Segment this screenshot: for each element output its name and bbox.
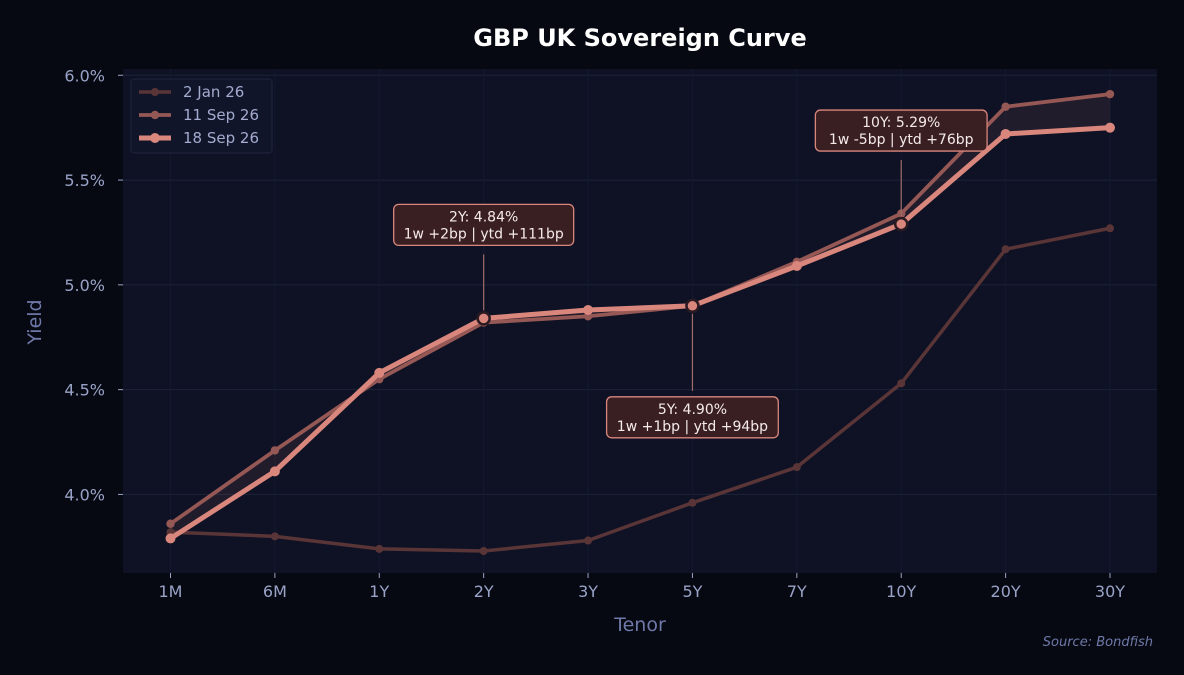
- data-point: [479, 546, 488, 555]
- data-point: [269, 466, 280, 477]
- legend-swatch-marker: [151, 88, 159, 96]
- data-point: [1105, 122, 1115, 133]
- x-tick-label: 1Y: [369, 582, 389, 601]
- data-point: [583, 304, 594, 315]
- data-point: [375, 544, 384, 553]
- legend-label: 18 Sep 26: [183, 129, 259, 147]
- data-point: [270, 446, 280, 455]
- x-tick-label: 20Y: [991, 582, 1021, 601]
- annotation-title: 2Y: 4.84%: [449, 209, 518, 225]
- x-tick-label: 2Y: [474, 582, 494, 601]
- highlight-point: [893, 216, 909, 232]
- annotation-box: [393, 203, 575, 247]
- annotation-change: 1w -5bp | ytd +76bp: [829, 132, 974, 148]
- legend-box: [130, 78, 273, 154]
- series-line-1: [168, 92, 1112, 526]
- legend-label: 11 Sep 26: [183, 106, 259, 124]
- data-point: [792, 463, 801, 472]
- data-point: [1001, 102, 1010, 111]
- axes: 4.0% 4.5% 5.0% 5.5% 6.0% 1M 6M 1Y 2Y 3Y 5Y 7Y 10Y 20Y…: [64, 66, 1125, 601]
- data-point: [584, 536, 593, 545]
- data-point: [1106, 224, 1114, 233]
- legend-swatch-marker: [150, 110, 160, 120]
- annotation-title: 5Y: 4.90%: [658, 402, 727, 418]
- y-tick-label: 4.5%: [64, 381, 105, 400]
- x-tick-label: 6M: [263, 582, 287, 601]
- data-point: [165, 533, 176, 544]
- data-point: [1105, 89, 1115, 99]
- y-tick-label: 6.0%: [64, 66, 105, 85]
- chart-title: GBP UK Sovereign Curve: [473, 24, 807, 52]
- x-tick-label: 30Y: [1095, 582, 1125, 601]
- x-tick-label: 3Y: [578, 582, 598, 601]
- annotation-title: 10Y: 5.29%: [862, 115, 940, 131]
- highlight-point: [685, 298, 700, 314]
- data-point: [1000, 128, 1011, 139]
- source-note: Source: Bondfish: [1043, 635, 1153, 650]
- plot-area: [123, 69, 1157, 573]
- legend-label: 2 Jan 26: [183, 83, 244, 101]
- highlight-point: [476, 311, 491, 326]
- data-point: [374, 367, 385, 378]
- x-tick-label: 5Y: [682, 582, 702, 601]
- data-point: [897, 379, 906, 388]
- x-tick-label: 10Y: [886, 582, 916, 601]
- series-line-0: [168, 226, 1112, 553]
- annotation-change: 1w +2bp | ytd +111bp: [404, 226, 564, 242]
- y-tick-label: 5.5%: [64, 171, 105, 190]
- annotation-box: [605, 396, 779, 439]
- y-tick-label: 4.0%: [64, 485, 105, 504]
- legend: 2 Jan 26 11 Sep 26 18 Sep 26: [130, 78, 273, 154]
- y-tick-label: 5.0%: [64, 276, 105, 295]
- y-axis-label: Yield: [24, 299, 46, 345]
- x-tick-label: 7Y: [787, 582, 807, 601]
- x-axis-label: Tenor: [613, 614, 666, 636]
- data-point: [688, 498, 697, 507]
- data-point: [270, 532, 279, 541]
- legend-swatch-marker: [150, 133, 160, 143]
- x-tick-label: 1M: [159, 582, 183, 601]
- annotation-box: [814, 109, 988, 152]
- data-point: [791, 260, 802, 271]
- annotation-change: 1w +1bp | ytd +94bp: [617, 419, 768, 435]
- series-line-2: [168, 125, 1113, 541]
- data-point: [1001, 245, 1010, 254]
- data-point: [166, 519, 175, 528]
